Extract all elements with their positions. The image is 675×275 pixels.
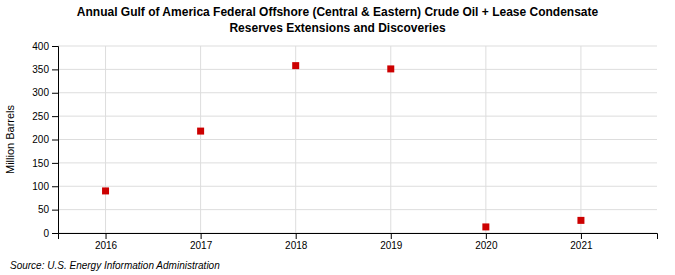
- grid: [58, 46, 657, 233]
- y-axis-tick-mark: [52, 186, 58, 187]
- y-axis-tick-mark: [52, 93, 58, 94]
- y-axis-tick-label: 400: [32, 41, 49, 52]
- grid-line-y: [58, 116, 657, 117]
- y-axis-tick-label: 150: [32, 158, 49, 169]
- y-axis: 0 50 100 150 200 250 300 350 400: [32, 41, 58, 239]
- grid-line-y: [58, 139, 657, 140]
- grid-line-x: [200, 46, 201, 233]
- subtitle: Reserves Extensions and Discoveries: [229, 21, 445, 35]
- title: Annual Gulf of America Federal Offshore …: [77, 5, 599, 19]
- grid-line-y: [58, 69, 657, 70]
- y-axis-tick-mark: [52, 140, 58, 141]
- y-axis-tick-label: 0: [43, 228, 49, 239]
- grid-line-y: [58, 162, 657, 163]
- x-axis-tick-label: 2021: [570, 240, 593, 251]
- x-axis-tick: 2021: [570, 233, 593, 251]
- y-axis-tick-label: 350: [32, 64, 49, 75]
- y-axis-domain: [52, 47, 59, 234]
- y-axis-tick: 350: [32, 64, 58, 75]
- x-axis-tick: 2020: [475, 233, 498, 251]
- y-axis-tick-label: 250: [32, 111, 49, 122]
- y-axis-tick-mark: [52, 163, 58, 164]
- x-axis-tick: 2019: [380, 233, 403, 251]
- plot: 2016 2017 2018 2019 2020 2021 0 50 100 150 200 250 3…: [32, 41, 657, 251]
- point: [292, 62, 299, 69]
- chart: Annual Gulf of America Federal Offshore …: [0, 0, 675, 275]
- x-axis-tick-label: 2016: [95, 240, 118, 251]
- y-axis-tick-label: 100: [32, 181, 49, 192]
- grid-line-y: [58, 186, 657, 187]
- grid-line-x: [105, 46, 106, 233]
- y-axis-tick-mark: [52, 69, 58, 70]
- grid-line-x: [580, 46, 581, 233]
- y-axis-tick: 50: [38, 204, 58, 215]
- x-axis-tick-mark: [296, 233, 297, 239]
- x-axis-tick-label: 2020: [475, 240, 498, 251]
- grid-line-y: [58, 92, 657, 93]
- y-axis-tick: 200: [32, 134, 58, 145]
- x-axis-tick-mark: [391, 233, 392, 239]
- x-axis-tick-mark: [486, 233, 487, 239]
- y-axis-tick: 400: [32, 41, 58, 52]
- points: [102, 62, 584, 230]
- y-axis-tick: 150: [32, 158, 58, 169]
- grid-line-x: [295, 46, 296, 233]
- y-axis-tick-mark: [52, 46, 58, 47]
- grid-line-y: [58, 46, 657, 47]
- y-axis-tick-label: 300: [32, 87, 49, 98]
- x-axis-tick: 2018: [285, 233, 308, 251]
- x-axis-domain: [59, 234, 658, 240]
- x-axis-tick: 2016: [95, 233, 118, 251]
- y-axis-tick-label: 200: [32, 134, 49, 145]
- point: [577, 217, 584, 224]
- x-axis-tick-mark: [201, 233, 202, 239]
- grid-line-x: [390, 46, 391, 233]
- y-axis-tick: 100: [32, 181, 58, 192]
- annotation: Source: U.S. Energy Information Administ…: [10, 260, 220, 271]
- x-axis-tick-label: 2017: [190, 240, 213, 251]
- y-axis-tick-mark: [52, 116, 58, 117]
- x-axis-tick-label: 2018: [285, 240, 308, 251]
- x-axis-tick-label: 2019: [380, 240, 403, 251]
- y-axis-tick: 300: [32, 87, 58, 98]
- y-axis-title: Million Barrels: [4, 104, 16, 174]
- point: [197, 128, 204, 135]
- point: [102, 187, 109, 194]
- point: [482, 223, 489, 230]
- y-axis-tick-label: 50: [38, 204, 50, 215]
- grid-line-x: [485, 46, 486, 233]
- point: [387, 65, 394, 72]
- y-axis-tick-mark: [52, 210, 58, 211]
- y-axis-tick: 0: [43, 228, 58, 239]
- x-axis-tick-mark: [581, 233, 582, 239]
- x-axis-tick-mark: [106, 233, 107, 239]
- y-axis-tick-mark: [52, 233, 58, 234]
- x-axis: 2016 2017 2018 2019 2020 2021: [59, 233, 658, 251]
- grid-line-y: [58, 209, 657, 210]
- y-axis-tick: 250: [32, 111, 58, 122]
- x-axis-tick: 2017: [190, 233, 213, 251]
